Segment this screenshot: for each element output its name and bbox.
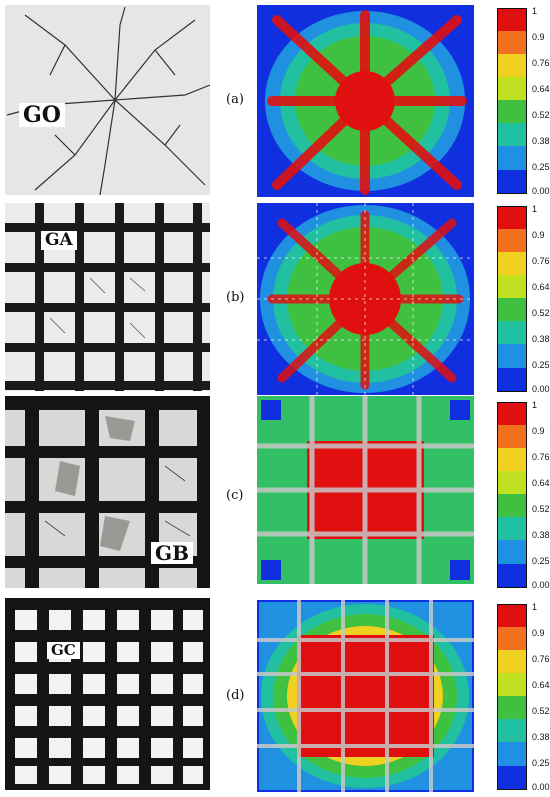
colorbar-tick: 0.52 — [532, 308, 550, 318]
colorbar-tick: 0.64 — [532, 84, 550, 94]
colorbar-tick: 0.76 — [532, 58, 550, 68]
row-a: GO (a) 1 0.9 0.76 0.64 0.52 0.3 — [0, 2, 550, 198]
colorbar-tick: 0.64 — [532, 478, 550, 488]
specimen-label: GA — [41, 231, 77, 250]
colorbar-tick: 0.00 — [532, 186, 550, 196]
colorbar-d: 1 0.9 0.76 0.64 0.52 0.38 0.25 0.00 — [497, 601, 550, 793]
panel-caption-c: (c) — [226, 488, 244, 503]
panel-caption-a: (a) — [226, 92, 244, 107]
panel-caption-d: (d) — [226, 688, 245, 703]
colorbar-tick: 0.52 — [532, 110, 550, 120]
colorbar-tick: 0.25 — [532, 360, 550, 370]
colorbar-tick: 0.00 — [532, 384, 550, 394]
fem-contour-a — [257, 5, 474, 197]
specimen-label: GO — [19, 103, 65, 127]
specimen-photo-ga: GA — [5, 203, 210, 391]
colorbar-tick: 0.9 — [532, 230, 545, 240]
colorbar-b: 1 0.9 0.76 0.64 0.52 0.38 0.25 0.00 — [497, 203, 550, 395]
colorbar-tick: 0.76 — [532, 452, 550, 462]
colorbar-tick: 0.00 — [532, 580, 550, 590]
colorbar-tick: 0.9 — [532, 426, 545, 436]
colorbar-tick: 0.38 — [532, 732, 550, 742]
row-b: GA (b) 1 0.9 — [0, 200, 550, 396]
colorbar-tick: 0.38 — [532, 334, 550, 344]
colorbar-tick: 1 — [532, 602, 538, 612]
colorbar-tick: 0.25 — [532, 162, 550, 172]
specimen-photo-gc: GC — [5, 598, 210, 790]
colorbar-tick: 0.64 — [532, 282, 550, 292]
colorbar-tick: 0.38 — [532, 530, 550, 540]
colorbar-tick: 0.9 — [532, 628, 545, 638]
colorbar-tick: 0.9 — [532, 32, 545, 42]
colorbar-tick: 1 — [532, 204, 538, 214]
colorbar-tick: 1 — [532, 6, 538, 16]
colorbar-a: 1 0.9 0.76 0.64 0.52 0.38 0.25 0.00 — [497, 5, 550, 197]
colorbar-tick: 0.76 — [532, 654, 550, 664]
fem-contour-d — [257, 600, 474, 792]
colorbar-tick: 0.25 — [532, 758, 550, 768]
row-c: GB (c) 1 0.9 0.76 0.64 0.52 0.38 0.2 — [0, 396, 550, 592]
specimen-photo-gb: GB — [5, 396, 210, 588]
colorbar-tick: 0.52 — [532, 706, 550, 716]
colorbar-tick: 0.64 — [532, 680, 550, 690]
colorbar-c: 1 0.9 0.76 0.64 0.52 0.38 0.25 0.00 — [497, 399, 550, 591]
colorbar-tick: 0.00 — [532, 782, 550, 792]
colorbar-tick: 0.38 — [532, 136, 550, 146]
fem-contour-c — [257, 396, 474, 584]
panel-caption-b: (b) — [226, 290, 245, 305]
fem-contour-b — [257, 203, 474, 395]
specimen-label: GC — [47, 642, 80, 659]
colorbar-tick: 0.76 — [532, 256, 550, 266]
row-d: GC (d) 1 0.9 0.76 0.64 0.52 0.38 — [0, 598, 550, 794]
colorbar-tick: 0.25 — [532, 556, 550, 566]
specimen-label: GB — [151, 542, 193, 564]
colorbar-tick: 0.52 — [532, 504, 550, 514]
colorbar-tick: 1 — [532, 400, 538, 410]
specimen-photo-go: GO — [5, 5, 210, 195]
